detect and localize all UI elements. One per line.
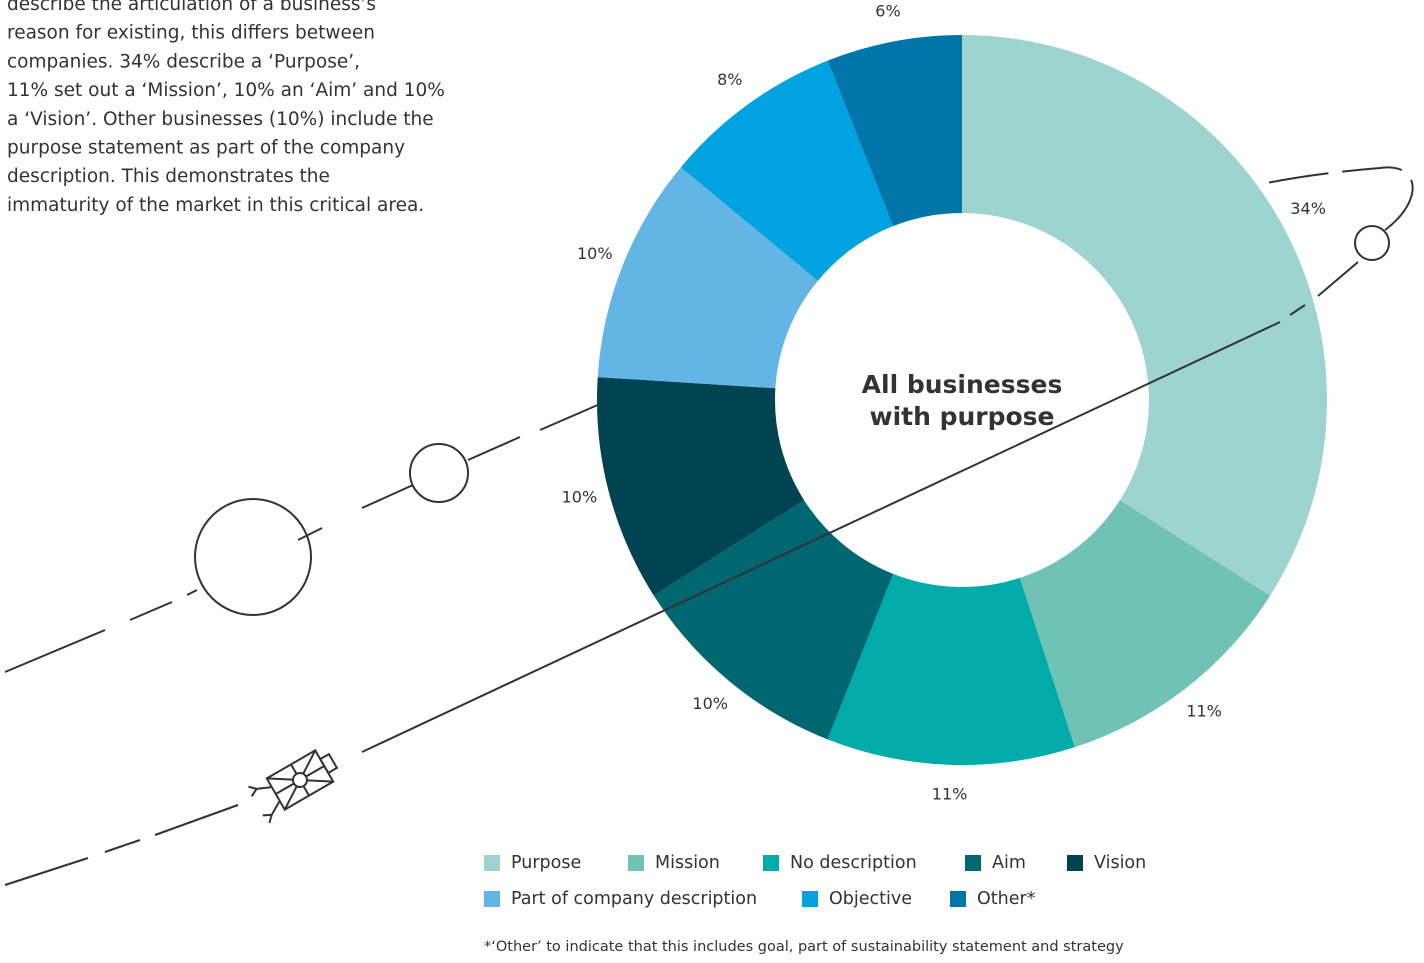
legend-label: Objective bbox=[829, 889, 912, 909]
data-label: 8% bbox=[717, 70, 742, 89]
intro-line: immaturity of the market in this critica… bbox=[7, 195, 424, 216]
legend-label: Other* bbox=[977, 889, 1036, 909]
legend-label: Vision bbox=[1094, 853, 1146, 873]
donut-segment bbox=[827, 35, 962, 227]
legend-swatch bbox=[1067, 855, 1083, 871]
intro-line: reason for existing, this differs betwee… bbox=[7, 23, 375, 44]
donut-segment bbox=[680, 60, 894, 281]
intro-line: describe the articulation of a business’… bbox=[7, 0, 376, 15]
legend-swatch bbox=[484, 891, 500, 907]
donut-segment bbox=[1019, 500, 1271, 748]
data-label: 10% bbox=[577, 244, 613, 263]
data-label: 34% bbox=[1290, 199, 1326, 218]
legend-label: Purpose bbox=[511, 853, 581, 873]
data-label: 10% bbox=[562, 488, 598, 507]
decoration bbox=[4, 166, 1414, 886]
legend-label: No description bbox=[790, 853, 917, 873]
legend-swatch bbox=[628, 855, 644, 871]
legend-swatch bbox=[965, 855, 981, 871]
legend-label: Part of company description bbox=[511, 889, 757, 909]
legend-swatch bbox=[763, 855, 779, 871]
center-label: with purpose bbox=[869, 402, 1054, 431]
legend-swatch bbox=[950, 891, 966, 907]
donut-segment bbox=[597, 377, 805, 596]
donut-segment bbox=[653, 500, 894, 740]
decoration bbox=[4, 403, 601, 673]
center-label: All businesses bbox=[862, 370, 1063, 399]
legend-swatch bbox=[802, 891, 818, 907]
donut-segment bbox=[827, 573, 1075, 765]
legend-label: Mission bbox=[655, 853, 720, 873]
legend-swatch bbox=[484, 855, 500, 871]
intro-line: description. This demonstrates the bbox=[7, 166, 330, 187]
donut-segment bbox=[597, 167, 818, 389]
intro-line: 11% set out a ‘Mission’, 10% an ‘Aim’ an… bbox=[7, 80, 445, 101]
data-label: 10% bbox=[692, 694, 728, 713]
intro-line: companies. 34% describe a ‘Purpose’, bbox=[7, 51, 360, 72]
donut-segment bbox=[962, 35, 1327, 596]
intro-line: purpose statement as part of the company bbox=[7, 138, 405, 159]
data-label: 11% bbox=[932, 784, 968, 803]
data-label: 11% bbox=[1186, 702, 1222, 721]
footnote: *‘Other’ to indicate that this includes … bbox=[484, 939, 1124, 955]
legend-label: Aim bbox=[992, 853, 1026, 873]
intro-line: a ‘Vision’. Other businesses (10%) inclu… bbox=[7, 109, 434, 130]
data-label: 6% bbox=[875, 1, 900, 20]
